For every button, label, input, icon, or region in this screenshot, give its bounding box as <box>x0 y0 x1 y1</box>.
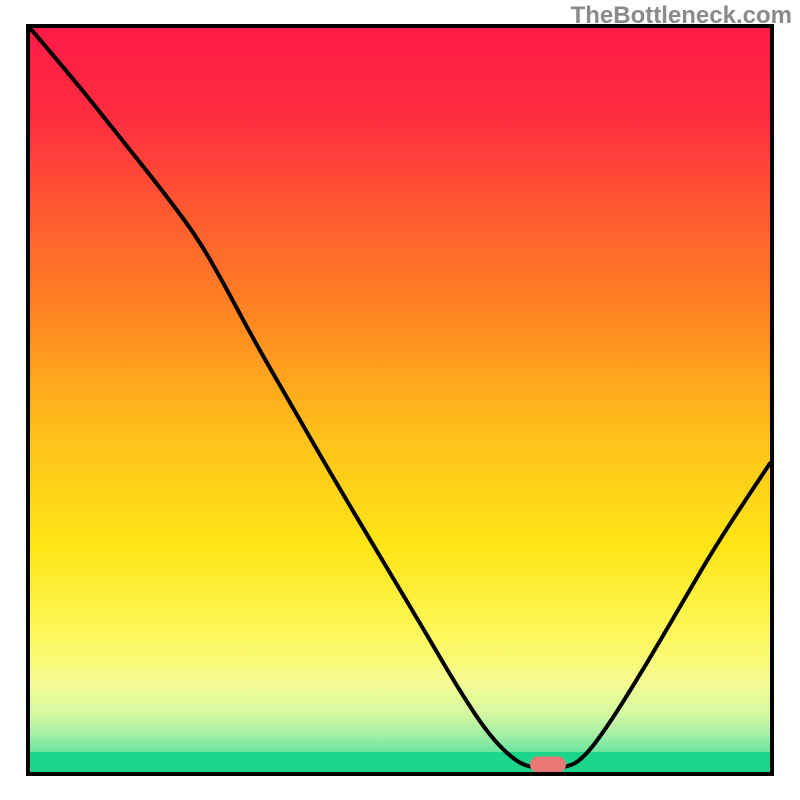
optimum-marker <box>530 757 566 773</box>
watermark-text: TheBottleneck.com <box>571 2 792 30</box>
chart-container: TheBottleneck.com <box>0 0 800 800</box>
bottleneck-chart <box>0 0 800 800</box>
plot-area <box>30 28 770 773</box>
bottom-band <box>30 752 770 772</box>
gradient-background <box>30 28 770 772</box>
